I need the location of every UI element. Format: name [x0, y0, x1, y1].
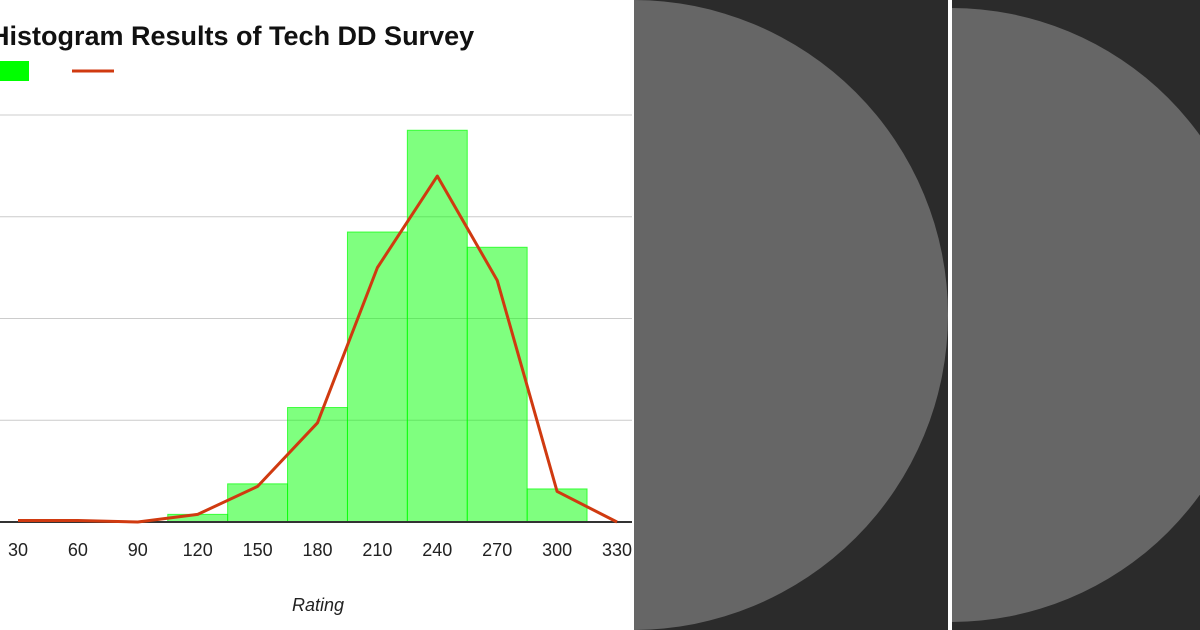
histogram-bar: [346, 231, 408, 523]
x-tick-label: 300: [542, 540, 572, 560]
histogram-bars: [167, 129, 588, 523]
thumbnail-1[interactable]: [634, 0, 948, 630]
x-tick-label: 120: [183, 540, 213, 560]
x-tick-label: 60: [68, 540, 88, 560]
legend-swatch-histogram: [0, 61, 29, 81]
histogram-bar: [406, 129, 468, 523]
x-tick-label: 210: [362, 540, 392, 560]
half-circle-graphic-1: [634, 0, 948, 630]
x-tick-label: 240: [422, 540, 452, 560]
thumbnail-strip: [634, 0, 1200, 630]
thumbnail-1-half-circle: [634, 0, 948, 630]
x-tick-label: 30: [8, 540, 28, 560]
x-axis-title: Rating: [292, 595, 344, 615]
x-tick-label: 180: [302, 540, 332, 560]
histogram-chart: Histogram Results of Tech DD Survey 30 60…: [0, 21, 632, 615]
density-line-path: [18, 174, 618, 524]
histogram-bar: [466, 246, 528, 523]
histogram-bar: [227, 483, 289, 523]
half-circle-graphic-2: [952, 0, 1200, 630]
gridlines: [0, 114, 632, 421]
x-tick-label: 330: [602, 540, 632, 560]
thumbnail-2-half-circle: [952, 8, 1200, 622]
chart-title: Histogram Results of Tech DD Survey: [0, 21, 474, 51]
density-line: [18, 174, 618, 524]
x-tick-labels: 30 60 90 120 150 180 210 240 270 300 330: [8, 540, 632, 560]
x-tick-label: 270: [482, 540, 512, 560]
thumbnail-2[interactable]: [952, 0, 1200, 630]
x-tick-label: 150: [243, 540, 273, 560]
x-tick-label: 90: [128, 540, 148, 560]
chart-svg: Histogram Results of Tech DD Survey 30 60…: [0, 21, 632, 615]
histogram-bar: [526, 488, 588, 523]
